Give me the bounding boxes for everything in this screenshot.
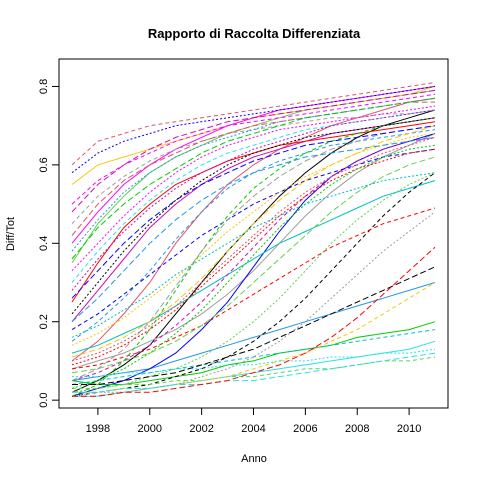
series-line-13 (71, 180, 436, 354)
y-axis-label: Diff/Tot (5, 217, 17, 251)
series-line-37 (71, 144, 436, 389)
series-line-19 (71, 136, 436, 382)
series-line-18 (71, 109, 436, 283)
series-line-8 (71, 133, 436, 370)
series-line-3 (71, 89, 436, 264)
series-line-26 (71, 329, 436, 385)
y-tick-label: 0.4 (38, 236, 50, 251)
series-line-38 (71, 105, 436, 272)
series-line-20 (72, 282, 436, 393)
series-line-22 (71, 148, 436, 331)
series-line-14 (71, 172, 436, 397)
x-tick-label: 2004 (241, 423, 265, 435)
y-tick-label: 0.2 (38, 314, 50, 329)
series-line-24 (71, 117, 436, 397)
series-line-9 (71, 133, 436, 397)
x-tick-label: 1998 (86, 423, 110, 435)
series-line-16 (72, 356, 436, 389)
series-line-46 (71, 125, 436, 358)
series-line-25 (71, 93, 436, 205)
y-axis: 0.0 0.2 0.4 0.6 0.8 (38, 79, 60, 408)
series-line-35 (71, 85, 436, 174)
series-line-34 (71, 211, 436, 397)
series-line-23 (71, 207, 436, 370)
chart-title: Rapporto di Raccolta Differenziata (148, 26, 361, 41)
series-line-39 (71, 172, 436, 338)
x-tick-label: 2000 (138, 423, 162, 435)
series-line-44 (72, 352, 436, 393)
series-line-15 (71, 82, 436, 166)
series-line-1 (71, 109, 436, 393)
series-line-42 (71, 156, 436, 374)
series-line-41 (71, 101, 435, 236)
series-line-27 (71, 117, 436, 315)
series-line-7 (71, 85, 436, 185)
series-line-47 (71, 125, 436, 382)
x-tick-label: 2002 (189, 423, 213, 435)
series-line-50 (71, 97, 436, 260)
plot-frame (58, 58, 449, 409)
x-axis-label: Anno (241, 453, 267, 465)
series-line-33 (71, 133, 436, 346)
x-tick-label: 2006 (293, 423, 317, 435)
series-line-29 (71, 172, 436, 393)
x-axis: 1998 2000 2002 2004 2006 2008 2010 (86, 407, 421, 435)
series-line-48 (71, 125, 436, 299)
series-line-11 (71, 321, 436, 385)
series-line-45 (71, 89, 436, 213)
series-line-40 (72, 266, 436, 385)
series-line-17 (71, 129, 436, 342)
series-line-4 (71, 282, 436, 382)
y-tick-label: 0.6 (38, 157, 50, 172)
x-tick-label: 2010 (397, 423, 421, 435)
series-line-43 (71, 136, 436, 323)
series-line-32 (71, 109, 436, 291)
series-layer (71, 82, 436, 397)
series-line-2 (71, 97, 436, 362)
series-line-28 (71, 136, 436, 362)
series-line-31 (72, 348, 436, 378)
x-tick-label: 2008 (345, 423, 369, 435)
y-tick-label: 0.8 (38, 79, 50, 94)
y-tick-label: 0.0 (38, 393, 50, 408)
series-line-30 (71, 97, 436, 252)
series-line-49 (72, 246, 436, 397)
